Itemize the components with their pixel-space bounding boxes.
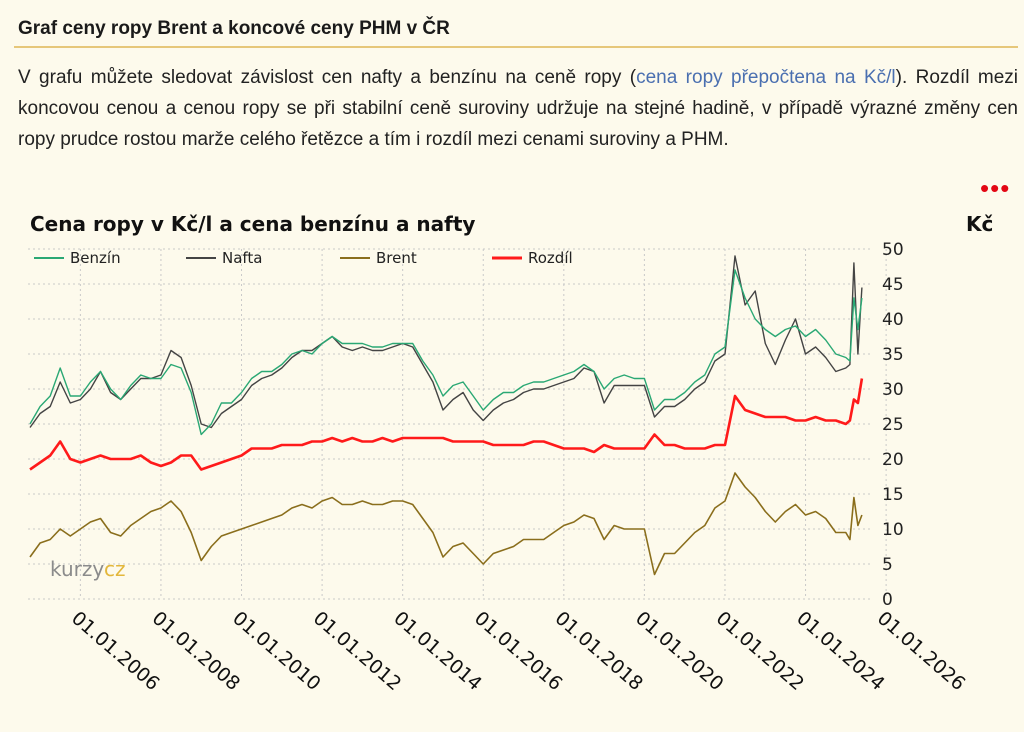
y-tick-label: 0 <box>882 590 893 610</box>
y-tick-label: 30 <box>882 380 904 400</box>
series-line-rozdil <box>29 378 864 471</box>
x-tick-label: 01.01.2010 <box>228 607 325 695</box>
section-title: Graf ceny ropy Brent a koncové ceny PHM … <box>18 18 450 39</box>
price-chart: Cena ropy v Kč/l a cena benzínu a nafty … <box>28 212 993 695</box>
legend-item-benzin: Benzín <box>34 249 121 267</box>
y-axis-unit-label: Kč <box>966 212 993 236</box>
x-tick-label: 01.01.2016 <box>470 607 567 695</box>
logo-text-cz: cz <box>104 557 126 581</box>
legend-item-brent: Brent <box>340 249 417 267</box>
y-tick-label: 10 <box>882 520 904 540</box>
legend-item-nafta: Nafta <box>186 249 263 267</box>
chart-series <box>29 255 864 576</box>
kurzy-logo: kurzy cz <box>50 557 126 581</box>
y-tick-label: 15 <box>882 485 904 505</box>
grid-lines <box>28 248 887 600</box>
legend-label-benzin: Benzín <box>70 249 121 267</box>
x-tick-label: 01.01.2012 <box>309 607 406 695</box>
x-tick-label: 01.01.2026 <box>873 607 970 695</box>
y-axis-ticks: 0 5 10 15 20 25 30 35 40 45 50 <box>882 240 904 610</box>
brent-price-link[interactable]: cena ropy přepočtena na Kč/l <box>636 67 896 88</box>
intro-text-end: ). Rozdíl mezi koncovou cenou a cenou ro… <box>18 67 1018 150</box>
x-tick-label: 01.01.2018 <box>551 607 648 695</box>
x-axis-ticks: 01.01.200601.01.200801.01.201001.01.2012… <box>67 607 969 695</box>
logo-text-kurzy: kurzy <box>50 557 104 581</box>
y-tick-label: 45 <box>882 275 904 295</box>
series-line-nafta <box>29 255 863 429</box>
y-tick-label: 5 <box>882 555 893 575</box>
more-options-icon[interactable]: ••• <box>980 173 1011 203</box>
x-tick-label: 01.01.2024 <box>792 607 889 695</box>
y-tick-label: 35 <box>882 345 904 365</box>
legend-item-rozdil: Rozdíl <box>492 249 573 267</box>
y-tick-label: 50 <box>882 240 904 260</box>
x-tick-label: 01.01.2020 <box>631 607 728 695</box>
x-tick-label: 01.01.2022 <box>712 607 809 695</box>
legend-label-nafta: Nafta <box>222 249 263 267</box>
chart-title: Cena ropy v Kč/l a cena benzínu a nafty <box>30 212 475 236</box>
legend-label-brent: Brent <box>376 249 417 267</box>
y-tick-label: 40 <box>882 310 904 330</box>
legend-label-rozdil: Rozdíl <box>528 249 573 267</box>
y-tick-label: 20 <box>882 450 904 470</box>
x-tick-label: 01.01.2008 <box>148 607 245 695</box>
y-tick-label: 25 <box>882 415 904 435</box>
series-line-benzin <box>29 269 863 436</box>
x-tick-label: 01.01.2014 <box>389 607 486 695</box>
section-divider <box>14 46 1018 48</box>
chart-legend: Benzín Nafta Brent Rozdíl <box>34 249 573 267</box>
intro-text-start: V grafu můžete sledovat závislost cen na… <box>18 67 637 88</box>
x-tick-label: 01.01.2006 <box>67 607 164 695</box>
series-line-brent <box>29 472 863 576</box>
intro-paragraph: V grafu můžete sledovat závislost cen na… <box>18 62 1018 155</box>
